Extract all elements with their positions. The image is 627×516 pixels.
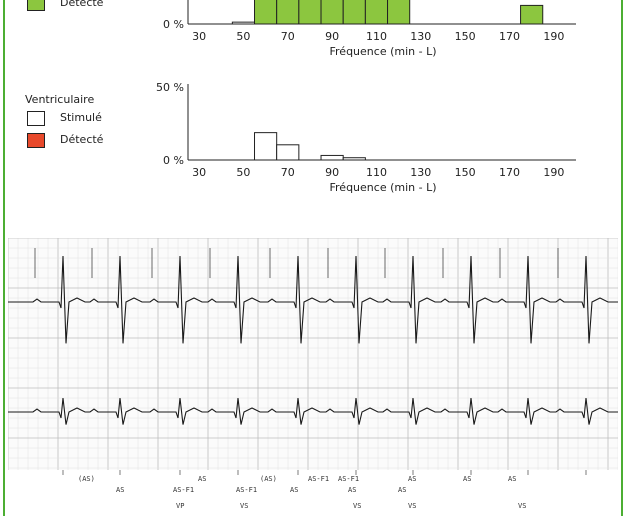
x-tick-label-atrial: 150 <box>455 30 476 43</box>
bar-atrial-6 <box>364 0 389 25</box>
histogram-ventricular: 50 % 0 % 30 50 70 90 110 130 150 170 190 Fréquence … <box>156 81 576 194</box>
x-tick-label-atrial: 170 <box>499 30 520 43</box>
x-tick-label-atrial: 110 <box>366 30 387 43</box>
ecg-annotation-label: AS <box>348 486 356 494</box>
ecg-annotation-label: VP <box>176 502 184 510</box>
bar-atrial-1 <box>254 0 278 25</box>
ventricular-legend-title: Ventriculaire <box>25 93 95 106</box>
atrial-detected-swatch <box>27 0 45 11</box>
ventricular-paced-swatch <box>27 111 45 126</box>
frame-right-border <box>621 0 623 516</box>
ecg-annotation-label: AS <box>508 475 516 483</box>
ecg-annotation-label: (AS) <box>260 475 277 483</box>
ecg-annotation-label: VS <box>240 502 248 510</box>
ecg-lead-2 <box>8 397 618 425</box>
x-tick-label-atrial: 50 <box>236 30 250 43</box>
bar-ventricular-2 <box>320 154 344 161</box>
ecg-annotation-label: AS-F1 <box>338 475 359 483</box>
ecg-annotation-label: AS <box>398 486 406 494</box>
x-tick-label-atrial: 70 <box>281 30 295 43</box>
y-tick-label-ventricular: 0 % <box>163 154 184 167</box>
ecg-annotation-label: (AS) <box>78 475 95 483</box>
x-tick-label-atrial: 90 <box>325 30 339 43</box>
bar-atrial-2 <box>276 0 300 25</box>
ecg-grid <box>8 238 618 470</box>
ventricular-detected-label: Détecté <box>60 133 104 146</box>
rate-histograms: 0 % 30 50 70 90 110 130 150 170 190 Fréquence (min… <box>156 0 576 194</box>
ventricular-detected-swatch <box>27 133 45 148</box>
x-tick-label-atrial: 130 <box>410 30 431 43</box>
x-tick-label-ventricular: 50 <box>236 166 250 179</box>
frame-left-border <box>3 0 5 516</box>
ecg-annotation-label: AS <box>463 475 471 483</box>
x-tick-label-atrial: 30 <box>192 30 206 43</box>
bar-atrial-4 <box>320 0 344 25</box>
histogram-atrial: 0 % 30 50 70 90 110 130 150 170 190 Fréquence (min… <box>163 0 576 58</box>
bar-atrial-3 <box>298 0 322 25</box>
x-tick-label-ventricular: 90 <box>325 166 339 179</box>
y-tick-label-atrial: 0 % <box>163 18 184 31</box>
bar-ventricular-1 <box>276 144 300 161</box>
ecg-annotation-label: AS <box>408 475 416 483</box>
ecg-strip: (AS) AS (AS) AS-F1 AS-F1 AS AS AS AS AS-F1 AS-F1 AS… <box>8 238 618 516</box>
bar-atrial-7 <box>387 0 411 25</box>
x-tick-label-ventricular: 70 <box>281 166 295 179</box>
bar-atrial-5 <box>342 0 366 25</box>
ecg-annotation-label: AS-F1 <box>308 475 329 483</box>
x-tick-label-ventricular: 30 <box>192 166 206 179</box>
x-tick-label-ventricular: 170 <box>499 166 520 179</box>
ventricular-paced-label: Stimulé <box>60 111 102 124</box>
ecg-annotation-label: AS <box>290 486 298 494</box>
ecg-annotation-label: VS <box>518 502 526 510</box>
ecg-annotation-label: AS-F1 <box>236 486 257 494</box>
ecg-annotation-label: AS-F1 <box>173 486 194 494</box>
ecg-paper <box>8 238 618 470</box>
ecg-lead-1 <box>8 255 618 344</box>
ecg-annotation-label: VS <box>408 502 416 510</box>
ecg-annotation-label: AS <box>198 475 206 483</box>
atrial-detected-label: Détecté <box>60 0 104 9</box>
x-tick-label-ventricular: 130 <box>410 166 431 179</box>
bar-atrial-8 <box>520 4 544 25</box>
ecg-annotation-label: VS <box>353 502 361 510</box>
y-tick-label-ventricular: 50 % <box>156 81 184 94</box>
x-tick-label-ventricular: 190 <box>543 166 564 179</box>
bar-atrial-0 <box>231 21 256 25</box>
x-tick-label-ventricular: 110 <box>366 166 387 179</box>
bar-ventricular-0 <box>254 132 278 161</box>
bar-ventricular-3 <box>342 157 366 161</box>
x-tick-label-atrial: 190 <box>543 30 564 43</box>
x-tick-label-ventricular: 150 <box>455 166 476 179</box>
x-axis-label-ventricular: Fréquence (min - L) <box>330 181 437 194</box>
ecg-annotation-label: AS <box>116 486 124 494</box>
x-axis-label-atrial: Fréquence (min - L) <box>330 45 437 58</box>
